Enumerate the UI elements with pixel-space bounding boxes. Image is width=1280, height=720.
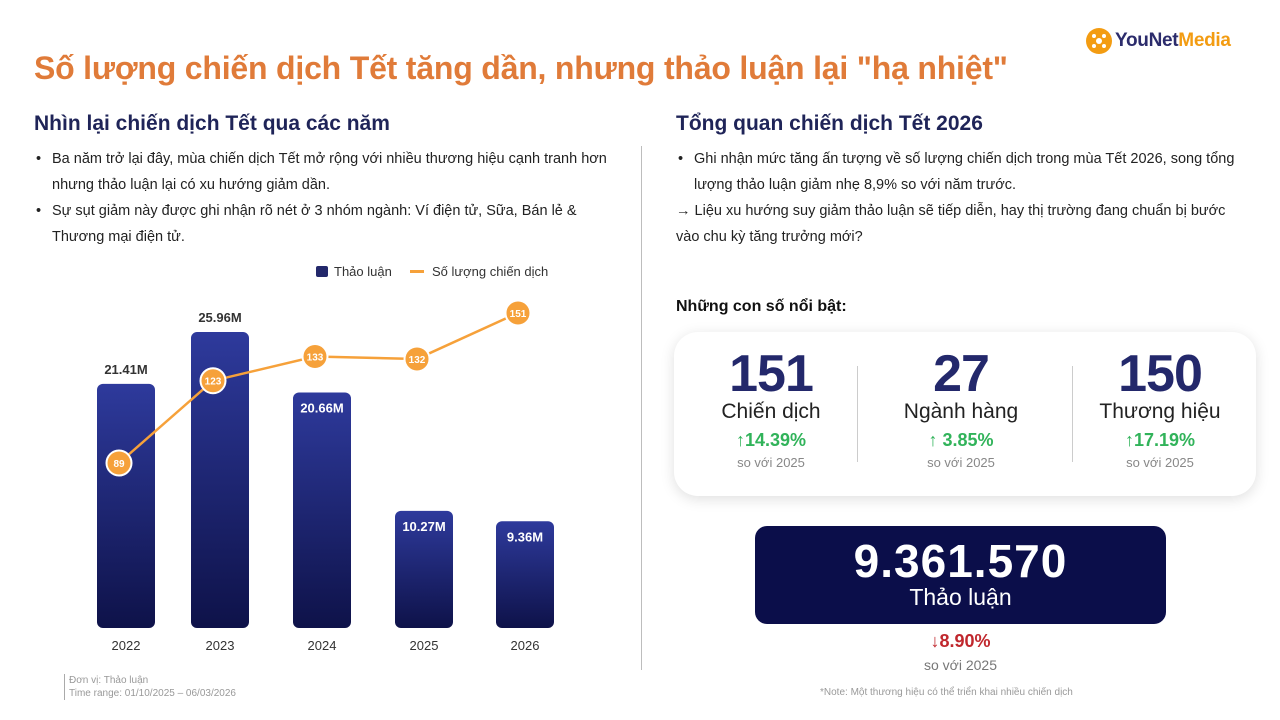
highlights-title: Những con số nổi bật:	[676, 298, 847, 315]
bar-2022	[97, 383, 155, 628]
line-point-label: 89	[113, 459, 125, 470]
logo-icon	[1086, 28, 1112, 54]
left-bullet-list: Ba năm trở lại đây, mùa chiến dịch Tết m…	[34, 146, 609, 250]
left-section-title: Nhìn lại chiến dịch Tết qua các năm	[34, 112, 390, 135]
bar-value-label: 21.41M	[104, 362, 147, 377]
line-point-label: 151	[510, 309, 527, 320]
logo-text: YouNetMedia	[1115, 30, 1231, 51]
stat-change: ↑14.39%	[735, 430, 807, 450]
x-tick-label: 2024	[308, 638, 337, 653]
line-point-label: 132	[409, 355, 426, 366]
brand-logo: YouNetMedia	[1086, 26, 1231, 56]
bullet-item: Ghi nhận mức tăng ấn tượng về số lượng c…	[676, 146, 1236, 198]
discussion-total-value: 9.361.570	[853, 535, 1068, 587]
bar-value-label: 20.66M	[300, 400, 343, 415]
bullet-item: Sự sụt giảm này được ghi nhận rõ nét ở 3…	[34, 198, 609, 250]
legend-label-discussion: Thảo luận	[334, 264, 392, 279]
bar-2024	[293, 392, 351, 628]
discussion-total-box: 9.361.570 Thảo luận	[755, 526, 1166, 624]
section-divider	[641, 146, 642, 670]
x-axis: 2022 2023 2024 2025 2026	[112, 638, 540, 653]
stat-value: 151	[729, 345, 814, 403]
legend-bar-swatch	[316, 266, 328, 277]
unit-note: Đơn vị: Thảo luận	[64, 674, 236, 687]
stats-card: 151 Chiến dịch ↑14.39% so với 2025 27 Ng…	[674, 332, 1256, 496]
stat-compare: so với 2025	[1126, 455, 1194, 470]
line-point	[105, 449, 133, 477]
chart-footnote: Đơn vị: Thảo luận Time range: 01/10/2025…	[64, 674, 236, 700]
stat-separator	[1072, 366, 1073, 462]
x-tick-label: 2025	[410, 638, 439, 653]
chart-legend: Thảo luận Số lượng chiến dịch	[316, 264, 548, 279]
line-point-label: 123	[205, 377, 222, 388]
time-range-note: Time range: 01/10/2025 – 06/03/2026	[64, 687, 236, 700]
page-title: Số lượng chiến dịch Tết tăng dần, nhưng …	[34, 50, 1008, 86]
right-section-title: Tổng quan chiến dịch Tết 2026	[676, 112, 983, 135]
line-point	[504, 299, 532, 327]
stat-label: Chiến dịch	[721, 400, 821, 423]
campaign-discussion-chart: Thảo luận Số lượng chiến dịch 21.41M 25.9…	[97, 264, 554, 653]
question-text: → Liệu xu hướng suy giảm thảo luận sẽ ti…	[676, 203, 1226, 245]
bar-series: 21.41M 25.96M 20.66M 10.27M 9.36M	[97, 310, 554, 628]
legend-label-campaigns: Số lượng chiến dịch	[432, 264, 548, 279]
stat-change: ↑17.19%	[1124, 430, 1196, 450]
x-tick-label: 2023	[206, 638, 235, 653]
stat-separator	[857, 366, 858, 462]
stat-label: Thương hiệu	[1099, 400, 1221, 423]
bar-2025	[395, 510, 453, 628]
discussion-total-label: Thảo luận	[909, 584, 1012, 610]
right-bullet-list: Ghi nhận mức tăng ấn tượng về số lượng c…	[676, 146, 1236, 250]
bar-2026	[496, 521, 554, 628]
bar-value-label: 9.36M	[507, 529, 543, 544]
line-series: 89 123 133 132 151	[105, 299, 532, 477]
line-point	[403, 345, 431, 373]
bar-2023	[191, 332, 249, 628]
bullet-item: Ba năm trở lại đây, mùa chiến dịch Tết m…	[34, 146, 609, 198]
x-tick-label: 2026	[511, 638, 540, 653]
bar-value-label: 10.27M	[402, 519, 445, 534]
line-point	[199, 367, 227, 395]
x-tick-label: 2022	[112, 638, 141, 653]
discussion-compare: so với 2025	[923, 657, 997, 673]
footnote-note: *Note: Một thương hiệu có thể triển khai…	[820, 687, 1073, 698]
stat-value: 150	[1118, 345, 1203, 403]
line-point	[301, 343, 329, 371]
bar-value-label: 25.96M	[198, 310, 241, 325]
stat-compare: so với 2025	[927, 455, 995, 470]
stat-label: Ngành hàng	[903, 400, 1019, 423]
stat-change: ↑ 3.85%	[928, 430, 994, 450]
line-point-label: 133	[307, 353, 324, 364]
stat-value: 27	[933, 345, 990, 403]
discussion-change: ↓8.90%	[930, 631, 991, 651]
stat-compare: so với 2025	[737, 455, 805, 470]
